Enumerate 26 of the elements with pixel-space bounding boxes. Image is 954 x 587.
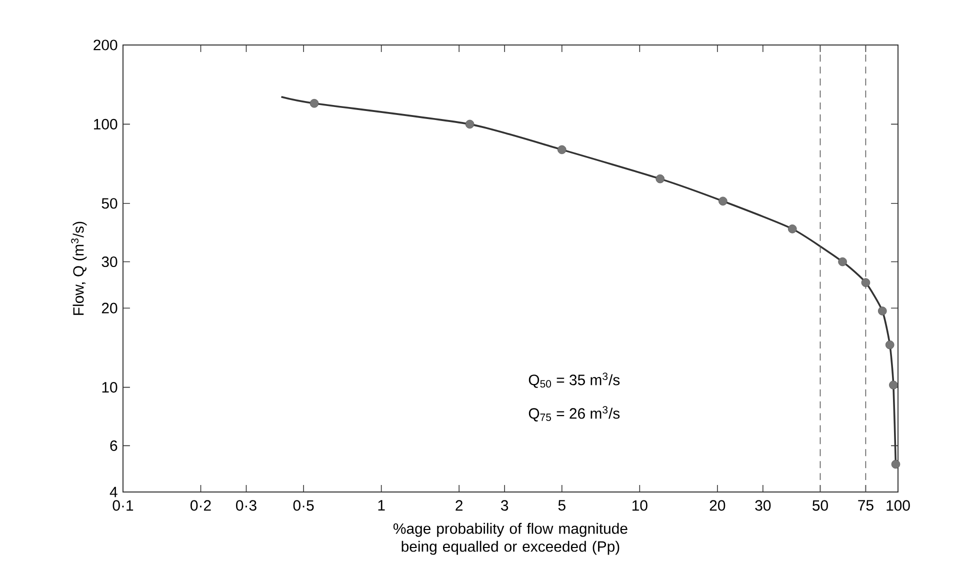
x-tick-label: 10 [632, 500, 648, 511]
y-tick-label: 100 [94, 118, 118, 130]
x-tick-label: 20 [710, 500, 726, 511]
y-tick-label: 30 [102, 256, 118, 268]
annotation: Q$_{75}$ = 26 m$^{3}$/s [528, 406, 620, 422]
x-tick-label: 5 [558, 500, 566, 511]
x-tick-label: 50 [812, 500, 828, 511]
annotation: Q$_{50}$ = 35 m$^{3}$/s [528, 372, 620, 388]
x-tick-label: 1 [378, 500, 385, 510]
y-tick-label: 50 [102, 198, 118, 209]
y-tick-label: 20 [102, 302, 118, 314]
x-tick-label: 0·2 [190, 500, 211, 511]
x-tick-label: 0·5 [293, 500, 314, 511]
x-tick-label: 100 [886, 500, 910, 511]
x-tick-label: 0·1 [112, 500, 134, 511]
y-axis-title: Flow, Q (m$^{3}$/s) [71, 222, 87, 315]
x-tick-label: 0·3 [236, 500, 256, 511]
x-tick-label: 75 [858, 500, 874, 511]
x-axis-title: %age probability of flow magnitude being equalled or exceeded (Pp) [393, 522, 628, 555]
y-tick-label: 10 [102, 382, 118, 393]
y-tick-label: 6 [110, 440, 118, 451]
x-tick-label: 2 [456, 500, 462, 511]
y-tick-label: 4 [110, 486, 118, 498]
x-tick-label: 3 [500, 500, 508, 511]
x-tick-label: 30 [755, 500, 771, 511]
y-tick-label: 200 [94, 40, 118, 50]
